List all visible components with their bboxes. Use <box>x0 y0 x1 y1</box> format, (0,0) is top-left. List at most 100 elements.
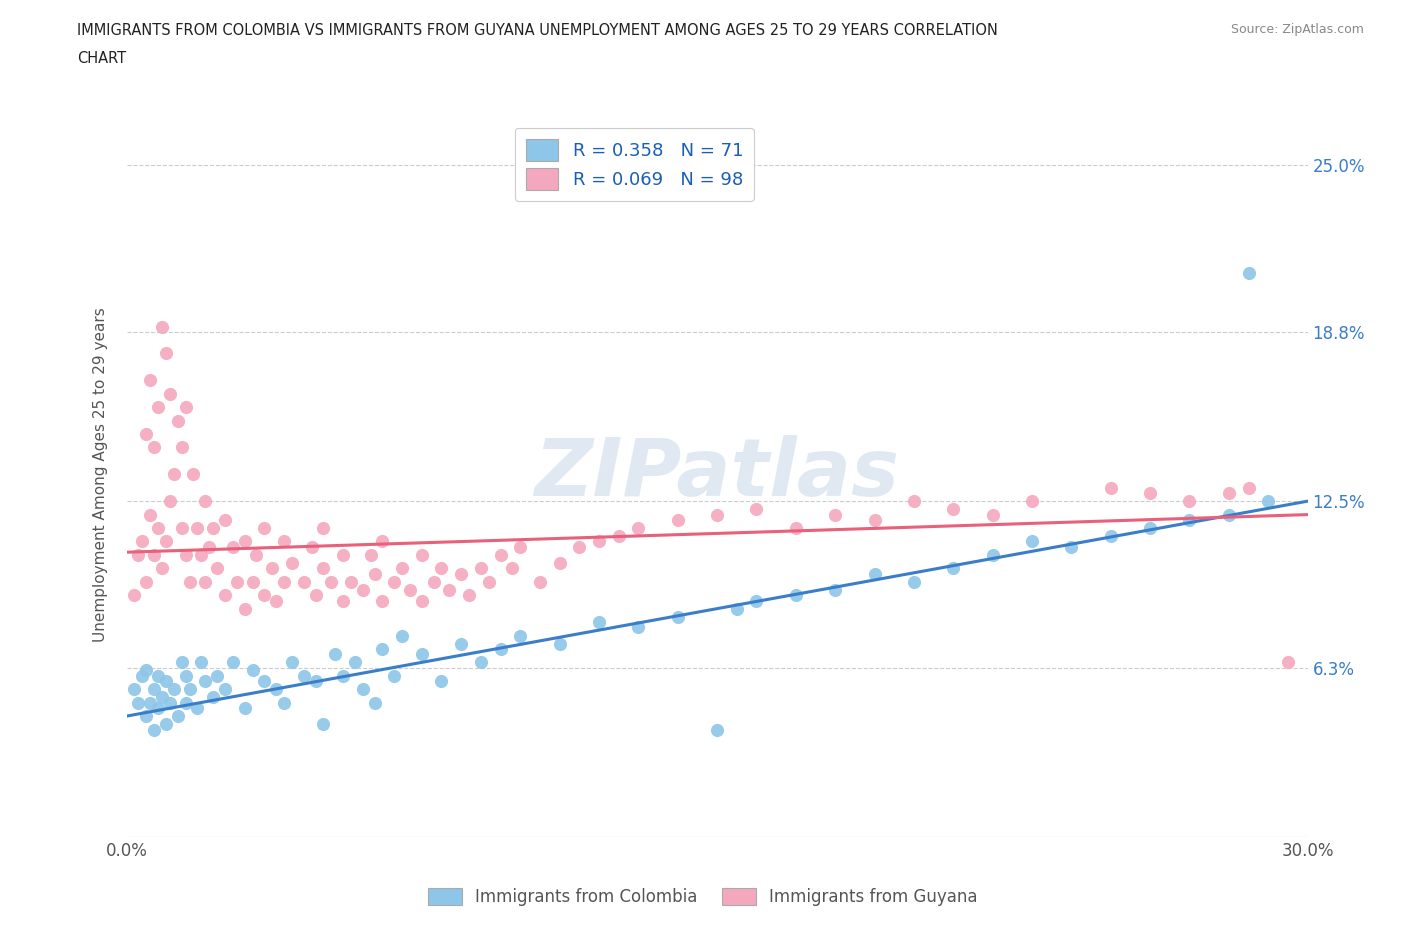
Point <box>190 548 212 563</box>
Point <box>170 521 193 536</box>
Point <box>391 628 413 643</box>
Point <box>981 507 1004 522</box>
Point <box>146 400 169 415</box>
Point <box>186 700 208 715</box>
Point <box>439 582 461 597</box>
Point <box>312 717 335 732</box>
Point <box>607 528 630 543</box>
Point <box>143 682 166 697</box>
Point <box>382 575 405 590</box>
Point <box>245 548 267 563</box>
Point <box>450 636 472 651</box>
Point <box>548 555 571 570</box>
Point <box>627 521 650 536</box>
Point <box>1099 480 1122 495</box>
Point <box>411 647 433 662</box>
Point <box>166 413 188 428</box>
Point <box>174 669 197 684</box>
Legend: R = 0.358   N = 71, R = 0.069   N = 98: R = 0.358 N = 71, R = 0.069 N = 98 <box>515 128 754 201</box>
Point <box>942 502 965 517</box>
Point <box>321 575 343 590</box>
Point <box>430 673 453 688</box>
Point <box>242 575 264 590</box>
Point <box>143 440 166 455</box>
Point <box>143 548 166 563</box>
Point <box>222 655 245 670</box>
Point <box>150 319 173 334</box>
Point <box>273 696 295 711</box>
Point <box>202 690 225 705</box>
Point <box>292 575 315 590</box>
Point <box>139 507 162 522</box>
Point <box>163 467 186 482</box>
Point <box>170 440 193 455</box>
Point <box>174 548 197 563</box>
Point <box>124 682 146 697</box>
Point <box>155 346 177 361</box>
Point <box>1218 507 1240 522</box>
Point <box>194 673 217 688</box>
Point <box>262 561 284 576</box>
Point <box>352 682 374 697</box>
Point <box>588 534 610 549</box>
Point <box>253 673 276 688</box>
Point <box>202 521 225 536</box>
Point <box>391 561 413 576</box>
Text: ZIPatlas: ZIPatlas <box>534 435 900 513</box>
Point <box>509 628 531 643</box>
Point <box>135 575 157 590</box>
Point <box>198 539 221 554</box>
Point <box>1139 521 1161 536</box>
Point <box>489 642 512 657</box>
Point <box>1021 494 1043 509</box>
Point <box>1099 528 1122 543</box>
Point <box>135 709 157 724</box>
Point <box>568 539 591 554</box>
Point <box>253 521 276 536</box>
Point <box>225 575 247 590</box>
Point <box>509 539 531 554</box>
Point <box>163 682 186 697</box>
Point <box>179 682 201 697</box>
Point <box>174 400 197 415</box>
Point <box>332 548 354 563</box>
Point <box>371 534 394 549</box>
Point <box>214 588 236 603</box>
Point <box>159 696 181 711</box>
Point <box>666 512 689 527</box>
Point <box>179 575 201 590</box>
Point <box>174 696 197 711</box>
Point <box>411 548 433 563</box>
Point <box>323 647 346 662</box>
Point <box>706 507 728 522</box>
Point <box>1237 480 1260 495</box>
Point <box>627 620 650 635</box>
Point <box>292 669 315 684</box>
Point <box>1237 265 1260 280</box>
Point <box>824 582 846 597</box>
Point <box>332 593 354 608</box>
Point <box>371 593 394 608</box>
Point <box>150 561 173 576</box>
Point <box>863 512 886 527</box>
Point <box>1060 539 1083 554</box>
Point <box>942 561 965 576</box>
Point <box>343 655 366 670</box>
Point <box>233 700 256 715</box>
Point <box>155 534 177 549</box>
Point <box>903 494 925 509</box>
Point <box>194 575 217 590</box>
Point <box>233 601 256 616</box>
Point <box>155 717 177 732</box>
Point <box>1021 534 1043 549</box>
Point <box>470 561 492 576</box>
Point <box>489 548 512 563</box>
Legend: Immigrants from Colombia, Immigrants from Guyana: Immigrants from Colombia, Immigrants fro… <box>422 881 984 912</box>
Text: CHART: CHART <box>77 51 127 66</box>
Point <box>166 709 188 724</box>
Point <box>1277 655 1299 670</box>
Point <box>340 575 363 590</box>
Point <box>139 696 162 711</box>
Point <box>1257 494 1279 509</box>
Point <box>824 507 846 522</box>
